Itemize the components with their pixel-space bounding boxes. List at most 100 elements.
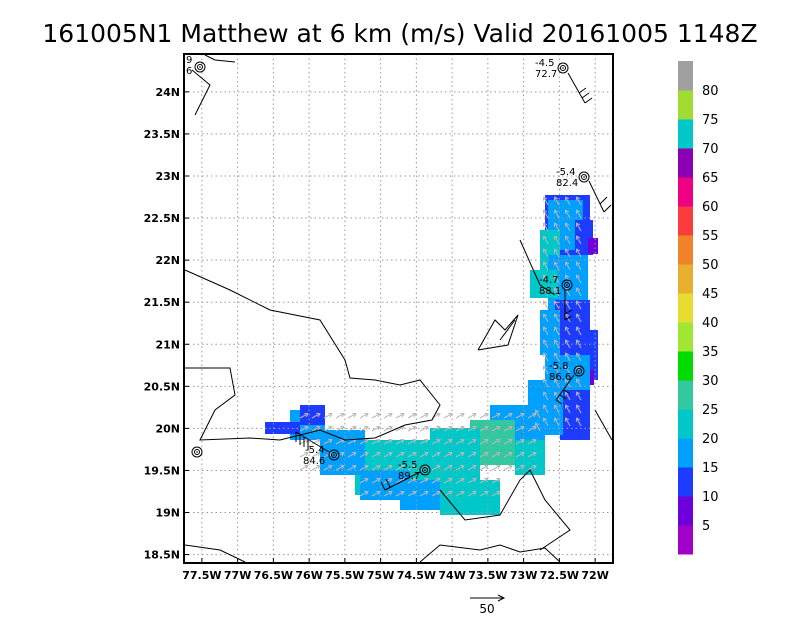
wind-vector-head [564, 404, 570, 409]
wind-vector [371, 478, 381, 484]
wind-vector-head [316, 412, 321, 418]
wind-vector [371, 452, 381, 458]
wind-vector [543, 378, 549, 388]
wind-vector [347, 413, 357, 419]
lon-tick-label: 73W [510, 569, 537, 582]
wind-vector [431, 478, 441, 484]
wind-vector-head [520, 412, 525, 418]
wind-vector-head [575, 235, 581, 240]
colorbar-label: 45 [702, 287, 719, 302]
wind-vector [543, 287, 549, 297]
wind-vector [565, 404, 571, 414]
wind-vector [554, 274, 560, 284]
wind-vector-head [564, 365, 570, 370]
wind-vector [543, 339, 549, 349]
wind-vector-head [575, 248, 581, 253]
colorbar-segment [678, 177, 693, 207]
wind-vector [565, 222, 571, 232]
wind-vector-head [436, 412, 441, 418]
wind-vector-head [542, 274, 548, 279]
wind-vector [335, 452, 345, 458]
wind-vector-head [553, 248, 559, 253]
wind-vector-head [484, 477, 489, 483]
wind-vector-head [575, 274, 581, 279]
wind-vector [347, 426, 357, 432]
wind-vector [395, 452, 405, 458]
wind-vector [576, 222, 582, 232]
colorbar-segment [678, 351, 693, 381]
colorbar-segment [678, 322, 693, 352]
wind-vector-head [532, 412, 537, 418]
wind-vector-head [460, 464, 465, 470]
wind-vector-head [564, 326, 570, 331]
station-label-top: -5.8 [549, 361, 569, 372]
wind-vector-head [448, 477, 453, 483]
wind-vector-head [542, 404, 548, 409]
wind-vector [543, 352, 549, 362]
wind-vector [347, 439, 357, 445]
colorbar-segment [678, 467, 693, 497]
wind-vector-head [532, 464, 537, 470]
wind-vector-head [412, 490, 417, 496]
wind-vector [371, 413, 381, 419]
wind-vector [395, 465, 405, 471]
wind-vector [395, 413, 405, 419]
colorbar-segment [678, 235, 693, 265]
wind-vector [419, 478, 429, 484]
wind-vector-head [328, 425, 333, 431]
wind-vector [311, 452, 321, 458]
wind-vector-head [376, 412, 381, 418]
colorbar-label: 10 [702, 490, 719, 505]
lon-tick-label: 77.5W [182, 569, 221, 582]
lat-tick-label: 20.5N [144, 380, 180, 393]
wind-vector-head [564, 261, 570, 266]
wind-vector-head [575, 287, 581, 292]
colorbar-segment [678, 264, 693, 294]
wind-vector-head [376, 490, 381, 496]
lon-tick-label: 72.5W [540, 569, 579, 582]
reference-vector: 50 [470, 594, 506, 616]
wind-vector [565, 209, 571, 219]
wind-vector-head [304, 425, 309, 431]
wind-vector-head [472, 425, 477, 431]
wind-vector-head [472, 412, 477, 418]
lat-tick-label: 24N [155, 86, 180, 99]
wind-vector [299, 452, 309, 458]
wind-vector [467, 439, 477, 445]
wind-vector-head [496, 425, 501, 431]
wind-vector-head [532, 438, 537, 444]
wind-vector [323, 413, 333, 419]
wind-vector-head [388, 425, 393, 431]
wind-vector-head [553, 235, 559, 240]
wind-vector [407, 491, 417, 497]
wind-vector-field [299, 196, 582, 497]
wind-vector [311, 465, 321, 471]
wind-vector-head [352, 412, 357, 418]
station-label-bottom: 88.1 [539, 286, 561, 297]
wind-vector-head [496, 477, 501, 483]
wind-vector-head [553, 261, 559, 266]
wind-vector [543, 391, 549, 401]
wind-vector-head [553, 365, 559, 370]
wind-vector-head [364, 490, 369, 496]
wind-vector-head [553, 352, 559, 357]
wind-vector-head [484, 412, 489, 418]
wind-vector-head [553, 209, 559, 214]
station-label-top: 9 [186, 55, 192, 66]
station-label-top: -5.4 [305, 445, 325, 456]
wind-vector-head [564, 339, 570, 344]
wind-vector [359, 439, 369, 445]
wind-vector [395, 439, 405, 445]
wind-vector [335, 413, 345, 419]
lat-tick-label: 22N [155, 254, 180, 267]
colorbar-label: 30 [702, 374, 719, 389]
wind-vector [383, 426, 393, 432]
wind-vector [554, 391, 560, 401]
coastline [204, 54, 236, 63]
wind-barb [567, 72, 593, 104]
wind-vector-head [542, 417, 548, 422]
wind-vector [543, 313, 549, 323]
wind-vector-head [472, 451, 477, 457]
wind-vector-head [448, 464, 453, 470]
